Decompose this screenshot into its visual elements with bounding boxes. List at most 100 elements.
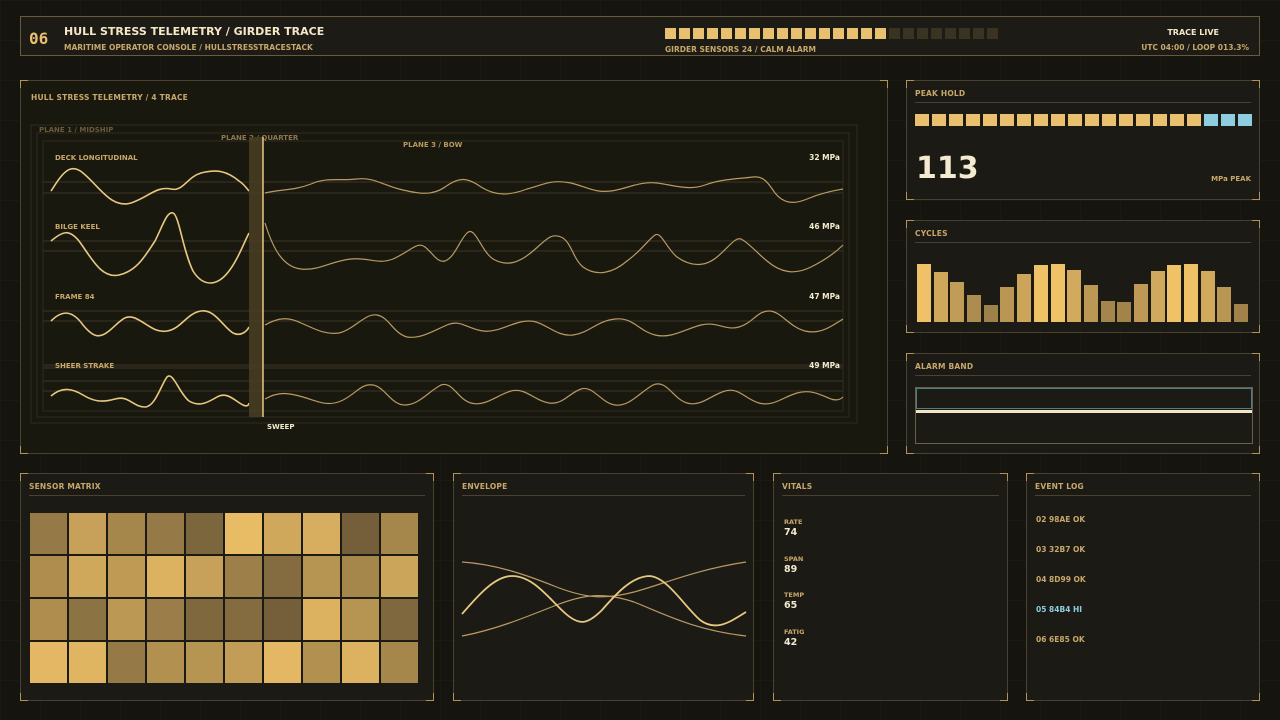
sensor-segment — [931, 28, 942, 39]
trace-panel: HULL STRESS TELEMETRY / 4 TRACE PLANE 1 … — [20, 80, 888, 454]
header-bar: 06 HULL STRESS TELEMETRY / GIRDER TRACE … — [20, 16, 1260, 56]
sensor-cell[interactable] — [147, 513, 184, 554]
cycles-panel: CYCLES — [906, 220, 1260, 333]
sensor-segment — [791, 28, 802, 39]
sensor-cell[interactable] — [108, 556, 145, 597]
sensor-cell[interactable] — [225, 599, 262, 640]
envelope-chart — [461, 561, 747, 637]
trace-chart[interactable]: PLANE 1 / MIDSHIP PLANE 2 / QUARTER PLAN… — [21, 81, 889, 455]
sensor-cell[interactable] — [264, 556, 301, 597]
sensor-cell[interactable] — [147, 556, 184, 597]
alarm-band-panel: ALARM BAND — [906, 353, 1260, 454]
sensor-cell[interactable] — [186, 642, 223, 683]
sensor-cell[interactable] — [303, 599, 340, 640]
trace-bilge-fresh — [50, 212, 250, 284]
sensor-segment — [959, 28, 970, 39]
sensor-cell[interactable] — [225, 642, 262, 683]
sensor-cell[interactable] — [30, 556, 67, 597]
sensor-cell[interactable] — [30, 642, 67, 683]
channel-label-deck: DECK LONGITUDINAL — [55, 154, 138, 162]
sensor-cell[interactable] — [303, 513, 340, 554]
sensor-cell[interactable] — [264, 642, 301, 683]
sensor-segment — [861, 28, 872, 39]
sensor-cell[interactable] — [381, 599, 418, 640]
sensor-cell[interactable] — [108, 642, 145, 683]
sensor-matrix-grid — [30, 513, 418, 683]
envelope-signal — [461, 575, 747, 627]
sensor-cell[interactable] — [342, 513, 379, 554]
sensor-cell[interactable] — [342, 599, 379, 640]
sensor-cell[interactable] — [69, 642, 106, 683]
sensor-cell[interactable] — [342, 556, 379, 597]
sensor-cell[interactable] — [108, 599, 145, 640]
peak-segment — [949, 114, 963, 126]
cycles-bar — [1167, 265, 1182, 322]
sensor-cell[interactable] — [186, 556, 223, 597]
sensor-cell[interactable] — [381, 513, 418, 554]
cycles-bar — [1184, 264, 1198, 322]
sensor-cell[interactable] — [264, 599, 301, 640]
trace-frame-fresh — [50, 310, 250, 337]
peak-segment — [1238, 114, 1252, 126]
cycles-bar — [1217, 286, 1232, 322]
cycles-bar — [1050, 264, 1065, 322]
peak-segment — [983, 114, 997, 126]
sensor-cell[interactable] — [342, 642, 379, 683]
sensor-cell[interactable] — [303, 556, 340, 597]
peak-segment — [1034, 114, 1048, 126]
vital-temp-value: 65 — [784, 600, 798, 611]
sensor-cell[interactable] — [147, 599, 184, 640]
sweep-cursor[interactable] — [249, 137, 263, 417]
sensor-cell[interactable] — [381, 556, 418, 597]
sensor-segment — [875, 28, 886, 39]
peak-unit: MPa PEAK — [1211, 175, 1251, 183]
event-log-entry[interactable]: 04 8D99 OK — [1036, 575, 1086, 584]
cycles-histogram — [917, 261, 1251, 322]
event-log-entry[interactable]: 06 6E85 OK — [1036, 635, 1085, 644]
sensor-segment — [847, 28, 858, 39]
sensor-cell[interactable] — [186, 513, 223, 554]
trace-bilge-old — [264, 222, 844, 274]
sensor-segment — [917, 28, 928, 39]
sensor-segment — [945, 28, 956, 39]
channel-label-bilge: BILGE KEEL — [55, 223, 100, 231]
vital-rate-label: RATE — [784, 518, 803, 526]
cycles-bar — [983, 304, 998, 322]
event-log-entry[interactable]: 03 32B7 OK — [1036, 545, 1086, 554]
sensor-segment — [665, 28, 676, 39]
sensor-cell[interactable] — [30, 513, 67, 554]
sensor-cell[interactable] — [186, 599, 223, 640]
sensor-matrix-panel: SENSOR MATRIX — [20, 473, 434, 701]
sensor-cell[interactable] — [264, 513, 301, 554]
cycles-bar — [967, 294, 982, 322]
sensor-cell[interactable] — [69, 556, 106, 597]
envelope-lower — [461, 595, 747, 637]
sensor-cell[interactable] — [225, 556, 262, 597]
peak-segment — [1102, 114, 1116, 126]
sensor-segment — [987, 28, 998, 39]
peak-segment — [1170, 114, 1184, 126]
cycles-bar — [1117, 301, 1132, 322]
sensor-cell[interactable] — [30, 599, 67, 640]
cycles-bar — [1234, 303, 1249, 322]
cycles-bar — [933, 271, 948, 322]
peak-segment — [1051, 114, 1065, 126]
sensor-cell[interactable] — [381, 642, 418, 683]
sensor-cell[interactable] — [108, 513, 145, 554]
sensor-cell[interactable] — [225, 513, 262, 554]
cycles-bar — [1150, 271, 1165, 322]
sensor-cell[interactable] — [69, 599, 106, 640]
peak-segment — [1136, 114, 1150, 126]
event-log-title: EVENT LOG — [1035, 482, 1251, 496]
cycles-bar — [917, 264, 931, 322]
sensor-cell[interactable] — [147, 642, 184, 683]
envelope-upper — [461, 561, 747, 598]
cycles-bar — [1133, 284, 1148, 322]
sensor-cell[interactable] — [303, 642, 340, 683]
event-log-entry[interactable]: 05 84B4 HI — [1036, 605, 1083, 614]
event-log-entry[interactable]: 02 98AE OK — [1036, 515, 1086, 524]
vitals-title: VITALS — [782, 482, 999, 496]
trace-deck-fresh — [50, 167, 250, 205]
sensor-cell[interactable] — [69, 513, 106, 554]
peak-hold-title: PEAK HOLD — [915, 89, 1251, 103]
